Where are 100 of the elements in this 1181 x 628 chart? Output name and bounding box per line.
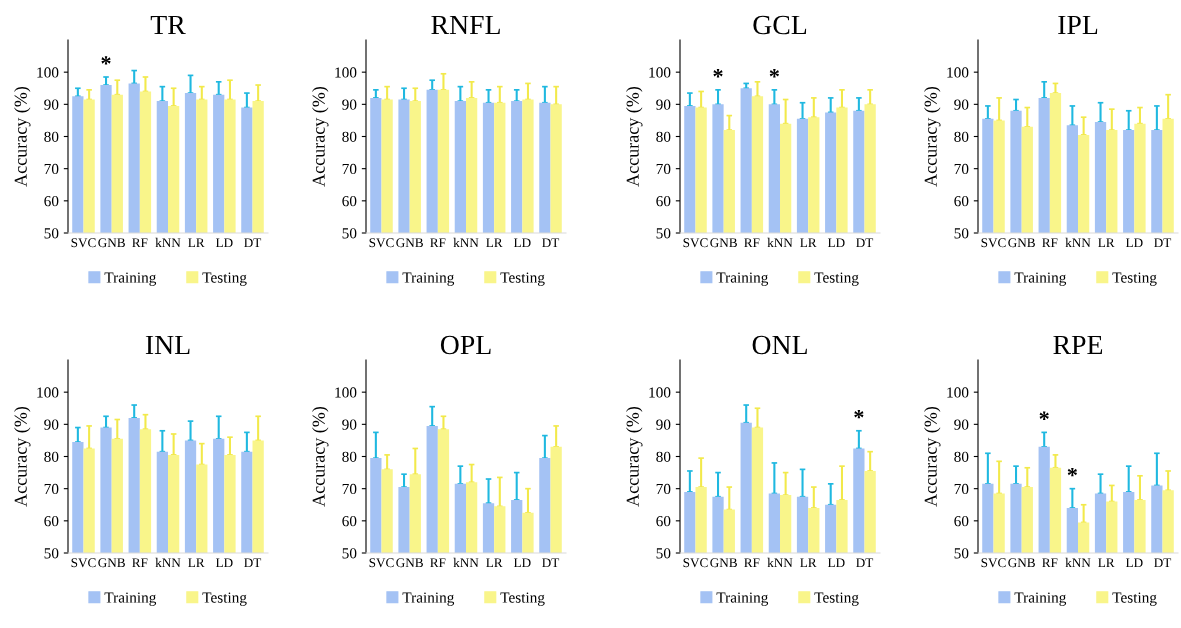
y-tick-label: 80	[44, 131, 59, 142]
x-tick-label: SVC	[981, 558, 1006, 568]
x-tick-label: LR	[1098, 558, 1115, 568]
legend-label: Testing	[202, 272, 247, 286]
y-axis-title: Accuracy (%)	[14, 406, 31, 507]
y-tick-label: 100	[335, 387, 357, 398]
x-tick-label: LR	[188, 238, 205, 248]
x-tick-label: kNN	[155, 557, 181, 568]
x-tick-label: LD	[215, 238, 233, 248]
y-tick-label: 60	[954, 195, 969, 207]
y-tick-label: 90	[44, 99, 59, 110]
x-tick-label: DT	[244, 238, 262, 248]
y-tick-label: 50	[342, 548, 357, 559]
y-axis-title: Accuracy (%)	[312, 406, 329, 507]
annotation: *	[1039, 411, 1049, 420]
x-tick-label: GNB	[710, 558, 737, 568]
y-tick-label: 50	[342, 228, 357, 239]
y-tick-label: 70	[342, 163, 357, 175]
x-tick-label: LD	[1125, 238, 1143, 248]
x-tick-label: SVC	[683, 238, 708, 248]
x-tick-label: LD	[1125, 558, 1143, 568]
x-tick-label: DT	[856, 238, 874, 248]
x-tick-label: DT	[244, 558, 262, 568]
y-tick-label: 50	[656, 228, 671, 239]
legend-label: Testing	[1112, 592, 1157, 606]
y-tick-label: 90	[342, 419, 357, 430]
x-tick-label: LR	[800, 558, 817, 568]
y-tick-label: 70	[44, 483, 59, 495]
y-tick-label: 60	[656, 195, 671, 207]
chart-title: TR	[150, 15, 186, 35]
y-tick-label: 90	[954, 419, 969, 430]
y-tick-label: 60	[656, 515, 671, 527]
y-tick-label: 50	[954, 228, 969, 239]
y-tick-label: 100	[335, 67, 357, 78]
legend-label: Training	[402, 592, 455, 606]
y-tick-label: 80	[44, 451, 59, 462]
y-tick-label: 80	[342, 451, 357, 462]
x-tick-label: LR	[486, 238, 503, 248]
x-tick-label: SVC	[683, 558, 708, 568]
legend-label: Testing	[1112, 272, 1157, 286]
legend-label: Testing	[500, 592, 545, 606]
y-tick-label: 90	[656, 419, 671, 430]
x-tick-label: DT	[1154, 558, 1172, 568]
x-tick-label: GNB	[1008, 558, 1035, 568]
x-tick-label: kNN	[453, 237, 479, 248]
x-tick-label: RF	[1042, 558, 1058, 568]
x-tick-label: RF	[132, 558, 148, 568]
y-axis-title: Accuracy (%)	[312, 86, 329, 187]
y-tick-label: 70	[954, 483, 969, 495]
y-axis-title: Accuracy (%)	[626, 406, 643, 507]
x-tick-label: LD	[513, 238, 531, 248]
y-tick-label: 90	[44, 419, 59, 430]
y-tick-label: 50	[954, 548, 969, 559]
x-tick-label: GNB	[396, 558, 423, 568]
chart-title: RPE	[1053, 335, 1103, 355]
x-tick-label: LD	[827, 558, 845, 568]
chart-title: OPL	[440, 335, 491, 355]
y-tick-label: 80	[656, 451, 671, 462]
y-tick-label: 80	[342, 131, 357, 142]
y-tick-label: 90	[342, 99, 357, 110]
x-tick-label: kNN	[1065, 557, 1091, 568]
y-axis-title: Accuracy (%)	[14, 86, 31, 187]
legend-label: Testing	[202, 592, 247, 606]
y-tick-label: 90	[656, 99, 671, 110]
chart-title: INL	[145, 335, 190, 355]
y-tick-label: 100	[947, 387, 969, 398]
x-tick-label: GNB	[710, 238, 737, 248]
legend-label: Testing	[814, 592, 859, 606]
x-tick-label: LD	[827, 238, 845, 248]
y-tick-label: 80	[656, 131, 671, 142]
y-axis-title: Accuracy (%)	[924, 86, 941, 187]
chart-title: RNFL	[431, 15, 500, 35]
x-tick-label: SVC	[71, 238, 96, 248]
legend-label: Training	[104, 592, 157, 606]
y-tick-label: 70	[954, 163, 969, 175]
y-tick-label: 60	[44, 515, 59, 527]
x-tick-label: kNN	[767, 237, 793, 248]
x-tick-label: GNB	[1008, 238, 1035, 248]
x-tick-label: kNN	[155, 237, 181, 248]
x-tick-label: LR	[1098, 238, 1115, 248]
x-tick-label: LR	[800, 238, 817, 248]
y-tick-label: 100	[37, 67, 59, 78]
annotation: *	[1067, 467, 1077, 477]
chart-title: GCL	[753, 15, 807, 35]
x-tick-label: GNB	[98, 238, 125, 248]
y-tick-label: 60	[342, 515, 357, 527]
y-tick-label: 50	[44, 548, 59, 559]
annotation: *	[101, 56, 111, 65]
y-tick-label: 60	[954, 515, 969, 527]
y-tick-label: 80	[954, 451, 969, 462]
legend-label: Testing	[500, 272, 545, 286]
y-tick-label: 100	[649, 387, 671, 398]
y-tick-label: 60	[342, 195, 357, 207]
y-tick-label: 50	[656, 548, 671, 559]
x-tick-label: DT	[856, 558, 874, 568]
y-axis-title: Accuracy (%)	[924, 406, 941, 507]
x-tick-label: DT	[542, 238, 560, 248]
x-tick-label: kNN	[453, 557, 479, 568]
x-tick-label: DT	[542, 558, 560, 568]
x-tick-label: LR	[486, 558, 503, 568]
